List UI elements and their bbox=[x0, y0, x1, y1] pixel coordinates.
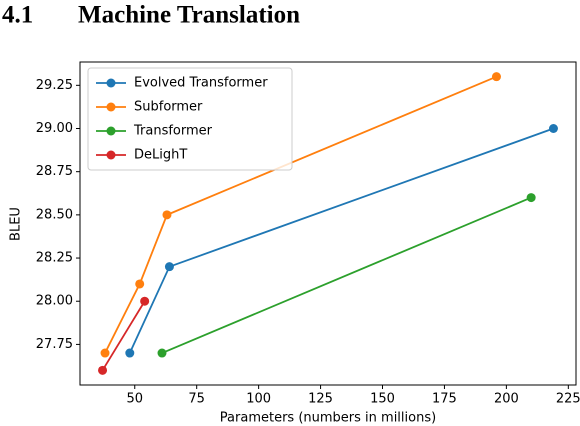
data-point bbox=[164, 262, 174, 272]
data-point bbox=[162, 210, 172, 220]
legend-label: DeLighT bbox=[134, 148, 187, 163]
x-tick-label: 200 bbox=[494, 392, 519, 407]
data-point bbox=[491, 72, 501, 82]
legend-label: Evolved Transformer bbox=[134, 76, 268, 91]
x-tick-label: 175 bbox=[432, 392, 457, 407]
series-line bbox=[104, 75, 497, 354]
legend-label: Subformer bbox=[134, 100, 203, 115]
y-tick-label: 29.25 bbox=[36, 78, 73, 93]
data-point bbox=[135, 279, 145, 289]
x-axis-label: Parameters (numbers in millions) bbox=[220, 411, 436, 426]
data-point bbox=[526, 193, 536, 203]
y-axis-label: BLEU bbox=[9, 207, 24, 241]
y-tick-label: 28.50 bbox=[36, 207, 73, 222]
x-tick-label: 225 bbox=[556, 392, 580, 407]
x-tick-label: 75 bbox=[188, 392, 205, 407]
data-point bbox=[140, 296, 150, 306]
plot-frame bbox=[79, 61, 577, 386]
legend-label: Transformer bbox=[133, 124, 213, 139]
legend-box bbox=[87, 67, 293, 171]
data-point bbox=[100, 348, 110, 358]
y-tick-label: 28.75 bbox=[36, 164, 73, 179]
data-point bbox=[125, 348, 135, 358]
section-number: 4.1 bbox=[2, 2, 33, 29]
legend-marker bbox=[106, 102, 116, 112]
series-line bbox=[101, 300, 146, 371]
data-point bbox=[157, 348, 167, 358]
data-point bbox=[548, 124, 558, 133]
data-point bbox=[98, 365, 108, 375]
legend-marker bbox=[106, 126, 116, 136]
y-tick-label: 29.00 bbox=[36, 121, 73, 136]
y-tick-label: 28.25 bbox=[36, 251, 73, 266]
x-tick-label: 150 bbox=[370, 392, 395, 407]
x-tick-label: 125 bbox=[308, 392, 333, 407]
x-tick-label: 50 bbox=[126, 392, 143, 407]
y-tick-label: 28.00 bbox=[36, 294, 73, 309]
legend-marker bbox=[106, 150, 116, 160]
legend-marker bbox=[106, 78, 116, 88]
series-line bbox=[161, 196, 532, 354]
x-tick-label: 100 bbox=[246, 392, 271, 407]
section-title: Machine Translation bbox=[78, 2, 300, 29]
y-tick-label: 27.75 bbox=[36, 337, 73, 352]
